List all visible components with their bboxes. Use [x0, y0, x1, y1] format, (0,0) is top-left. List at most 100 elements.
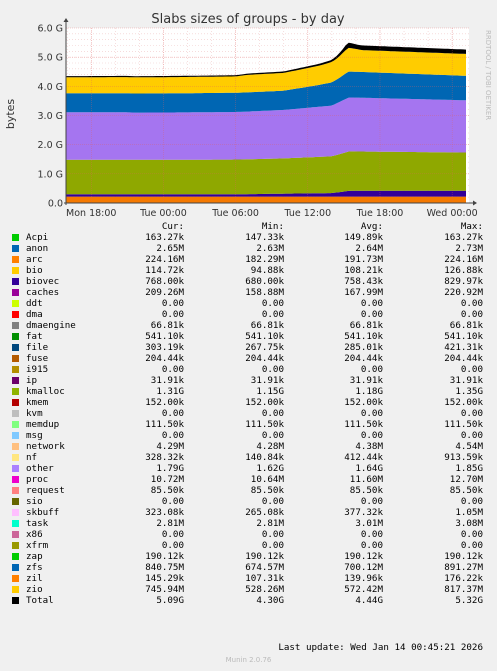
legend-row-zil: zil 145.29k 107.31k 139.96k 176.22k: [0, 573, 497, 584]
legend-row-msg: msg 0.00 0.00 0.00 0.00: [0, 430, 497, 441]
legend-cur: 323.08k: [145, 507, 184, 518]
area-biovec: [66, 190, 466, 197]
legend-name: dma: [26, 309, 43, 320]
legend-avg: 85.50k: [349, 485, 383, 496]
legend-row-other: other 1.79G 1.62G 1.64G 1.85G: [0, 463, 497, 474]
legend-min: 190.12k: [245, 551, 284, 562]
legend-avg: 4.38M: [355, 441, 383, 452]
legend-max: 85.50k: [449, 485, 483, 496]
legend-swatch: [12, 366, 19, 373]
legend-swatch: [12, 443, 19, 450]
legend-cur: 0.00: [161, 496, 184, 507]
legend-cur: 745.94M: [145, 584, 184, 595]
legend-max: 5.32G: [455, 595, 483, 606]
legend-cur: 2.65M: [156, 243, 184, 254]
legend-name: kmalloc: [26, 386, 65, 397]
legend-max: 1.35G: [455, 386, 483, 397]
legend-name: zfs: [26, 562, 43, 573]
y-tick-label: 0.0: [48, 199, 63, 210]
legend-max: 1.05M: [455, 507, 483, 518]
y-tick-label: 3.0 G: [38, 111, 64, 122]
legend-cur: 0.00: [161, 529, 184, 540]
legend-cur: 1.31G: [156, 386, 184, 397]
legend-name: msg: [26, 430, 43, 441]
area-arc: [66, 196, 466, 203]
legend-row-dma: dma 0.00 0.00 0.00 0.00: [0, 309, 497, 320]
legend-avg: 139.96k: [344, 573, 383, 584]
legend-row-kvm: kvm 0.00 0.00 0.00 0.00: [0, 408, 497, 419]
legend-name: other: [26, 463, 54, 474]
legend-header-max: Max:: [460, 221, 483, 232]
legend-min: 94.88k: [250, 265, 284, 276]
legend-min: 4.28M: [256, 441, 284, 452]
legend-name: task: [26, 518, 49, 529]
legend-max: 0.00: [460, 408, 483, 419]
legend-cur: 0.00: [161, 309, 184, 320]
legend-row-acpi: Acpi 163.27k 147.33k 149.89k 163.27k: [0, 232, 497, 243]
legend-min: 204.44k: [245, 353, 284, 364]
legend-row-anon: anon 2.65M 2.63M 2.64M 2.73M: [0, 243, 497, 254]
x-tick-label: Tue 18:00: [356, 208, 404, 219]
legend-name: network: [26, 441, 65, 452]
legend-cur: 1.79G: [156, 463, 184, 474]
y-tick-label: 6.0 G: [38, 24, 64, 35]
legend-min: 1.62G: [256, 463, 284, 474]
chart: Slabs sizes of groups - by day bytes RRD…: [4, 12, 492, 219]
legend-cur: 163.27k: [145, 232, 184, 243]
legend-min: 2.63M: [256, 243, 284, 254]
legend-min: 31.91k: [250, 375, 284, 386]
x-tick-label: Wed 00:00: [427, 208, 478, 219]
legend-cur: 328.32k: [145, 452, 184, 463]
legend-cur: 541.10k: [145, 331, 184, 342]
last-update: Last update: Wed Jan 14 00:45:21 2026: [278, 642, 483, 653]
y-tick-label: 5.0 G: [38, 53, 64, 64]
legend-swatch: [12, 432, 19, 439]
legend-name: zio: [26, 584, 43, 595]
legend: Cur: Min: Avg: Max: Acpi 163.27k 147.33k 14…: [0, 221, 497, 606]
legend-name: biovec: [26, 276, 60, 287]
legend-swatch: [12, 421, 19, 428]
legend-avg: 572.42M: [344, 584, 383, 595]
legend-avg: 0.00: [360, 408, 383, 419]
legend-max: 163.27k: [444, 232, 483, 243]
legend-max: 0.00: [460, 496, 483, 507]
legend-row-biovec: biovec 768.00k 680.00k 758.43k 829.97k: [0, 276, 497, 287]
legend-min: 2.81M: [256, 518, 284, 529]
plot-area: 0.0 1.0 G 2.0 G 3.0 G 4.0 G 5.0 G 6.0 G Mon 18:…: [38, 18, 478, 219]
x-tick-label: Tue 00:00: [139, 208, 187, 219]
legend-max: 31.91k: [449, 375, 483, 386]
legend-avg: 66.81k: [349, 320, 383, 331]
legend-max: 829.97k: [444, 276, 483, 287]
legend-cur: 152.00k: [145, 397, 184, 408]
legend-swatch: [12, 234, 19, 241]
legend-name: memdup: [26, 419, 60, 430]
legend-name: skbuff: [26, 507, 60, 518]
x-tick-label: Mon 18:00: [66, 208, 116, 219]
legend-row-total: Total 5.09G 4.30G 4.44G 5.32G: [0, 595, 497, 606]
legend-cur: 10.72M: [150, 474, 184, 485]
legend-avg: 0.00: [360, 496, 383, 507]
legend-row-request: request 85.50k 85.50k 85.50k 85.50k: [0, 485, 497, 496]
legend-avg: 758.43k: [344, 276, 383, 287]
legend-name: nf: [26, 452, 38, 463]
legend-name: fat: [26, 331, 43, 342]
legend-min: 0.00: [261, 298, 284, 309]
legend-cur: 4.29M: [156, 441, 184, 452]
legend-max: 4.54M: [455, 441, 483, 452]
legend-max: 0.00: [460, 529, 483, 540]
legend-name: proc: [26, 474, 49, 485]
legend-row-arc: arc 224.16M 182.29M 191.73M 224.16M: [0, 254, 497, 265]
legend-avg: 700.12M: [344, 562, 383, 573]
legend-cur: 85.50k: [150, 485, 184, 496]
legend-name: request: [26, 485, 65, 496]
legend-swatch: [12, 465, 19, 472]
legend-max: 190.12k: [444, 551, 483, 562]
area-other: [66, 97, 466, 160]
legend-row-fuse: fuse 204.44k 204.44k 204.44k 204.44k: [0, 353, 497, 364]
legend-min: 66.81k: [250, 320, 284, 331]
legend-swatch: [12, 564, 19, 571]
legend-max: 891.27M: [444, 562, 483, 573]
legend-max: 0.00: [460, 430, 483, 441]
legend-row-memdup: memdup 111.50k 111.50k 111.50k 111.50k: [0, 419, 497, 430]
legend-max: 0.00: [460, 540, 483, 551]
